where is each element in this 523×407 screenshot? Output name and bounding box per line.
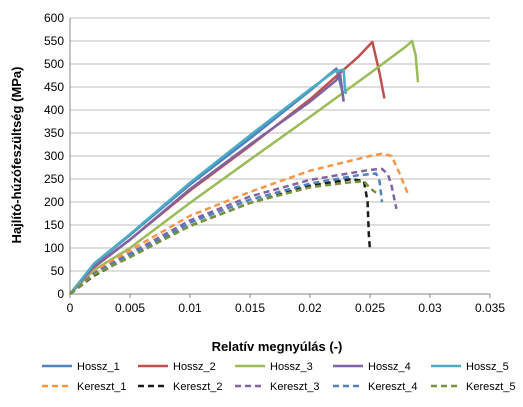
x-tick-label: 0.03: [418, 301, 442, 315]
legend-label: Kereszt_2: [173, 381, 223, 393]
x-tick-label: 0: [67, 301, 74, 315]
legend-item: Kereszt_4: [333, 381, 418, 393]
x-tick-label: 0.015: [235, 301, 265, 315]
legend-item: Hossz_2: [138, 361, 216, 373]
y-tick-label: 600: [44, 11, 64, 25]
legend-label: Hossz_4: [368, 361, 411, 373]
series-line-kereszt-4: [69, 172, 384, 295]
legend-label: Hossz_2: [173, 361, 216, 373]
legend-item: Kereszt_3: [235, 381, 320, 393]
legend-item: Hossz_1: [42, 361, 120, 373]
x-tick-label: 0.01: [178, 301, 202, 315]
y-tick-label: 100: [44, 241, 64, 255]
series-line-kereszt-5: [69, 180, 377, 295]
x-tick-label: 0.025: [355, 301, 385, 315]
legend-label: Kereszt_5: [466, 381, 516, 393]
series-line-hossz-5: [69, 68, 348, 295]
y-tick-label: 450: [44, 80, 64, 94]
x-tick-label: 0.02: [298, 301, 322, 315]
y-tick-label: 150: [44, 218, 64, 232]
legend-label: Hossz_3: [270, 361, 313, 373]
axes: [69, 18, 490, 295]
series-line-hossz-4: [69, 71, 345, 295]
legend-item: Kereszt_2: [138, 381, 223, 393]
legend-item: Hossz_5: [431, 361, 509, 373]
legend-label: Hossz_5: [466, 361, 509, 373]
x-tick-label: 0.035: [475, 301, 505, 315]
tick-labels: 0 50 100 150 200 250 300 350 400 450 500 550 600 0 0.0…: [44, 11, 505, 315]
legend-item: Hossz_3: [235, 361, 313, 373]
legend-item: Kereszt_1: [42, 381, 127, 393]
y-tick-label: 300: [44, 149, 64, 163]
y-tick-label: 550: [44, 34, 64, 48]
y-tick-label: 200: [44, 195, 64, 209]
x-tick-label: 0.005: [115, 301, 145, 315]
y-axis-title: Hajlító-húzófeszültség (MPa): [9, 67, 24, 244]
series-line-kereszt-2: [69, 177, 372, 295]
series-line-kereszt-3: [69, 167, 398, 295]
y-tick-label: 50: [51, 264, 65, 278]
legend-label: Kereszt_1: [77, 381, 127, 393]
legend-item: Hossz_4: [333, 361, 411, 373]
y-tick-label: 350: [44, 126, 64, 140]
series: [69, 39, 420, 295]
x-axis-title: Relatív megnyúlás (-): [212, 339, 343, 354]
legend-label: Hossz_1: [77, 361, 120, 373]
legend: Hossz_1 Hossz_2 Hossz_3 Hossz_4 Hossz_5 Keres…: [42, 361, 516, 393]
y-tick-label: 500: [44, 57, 64, 71]
legend-label: Kereszt_3: [270, 381, 320, 393]
legend-item: Kereszt_5: [431, 381, 516, 393]
y-tick-label: 250: [44, 172, 64, 186]
series-line-hossz-3: [69, 39, 420, 295]
series-line-kereszt-1: [69, 152, 410, 295]
legend-label: Kereszt_4: [368, 381, 418, 393]
y-tick-label: 0: [57, 287, 64, 301]
y-tick-label: 400: [44, 103, 64, 117]
